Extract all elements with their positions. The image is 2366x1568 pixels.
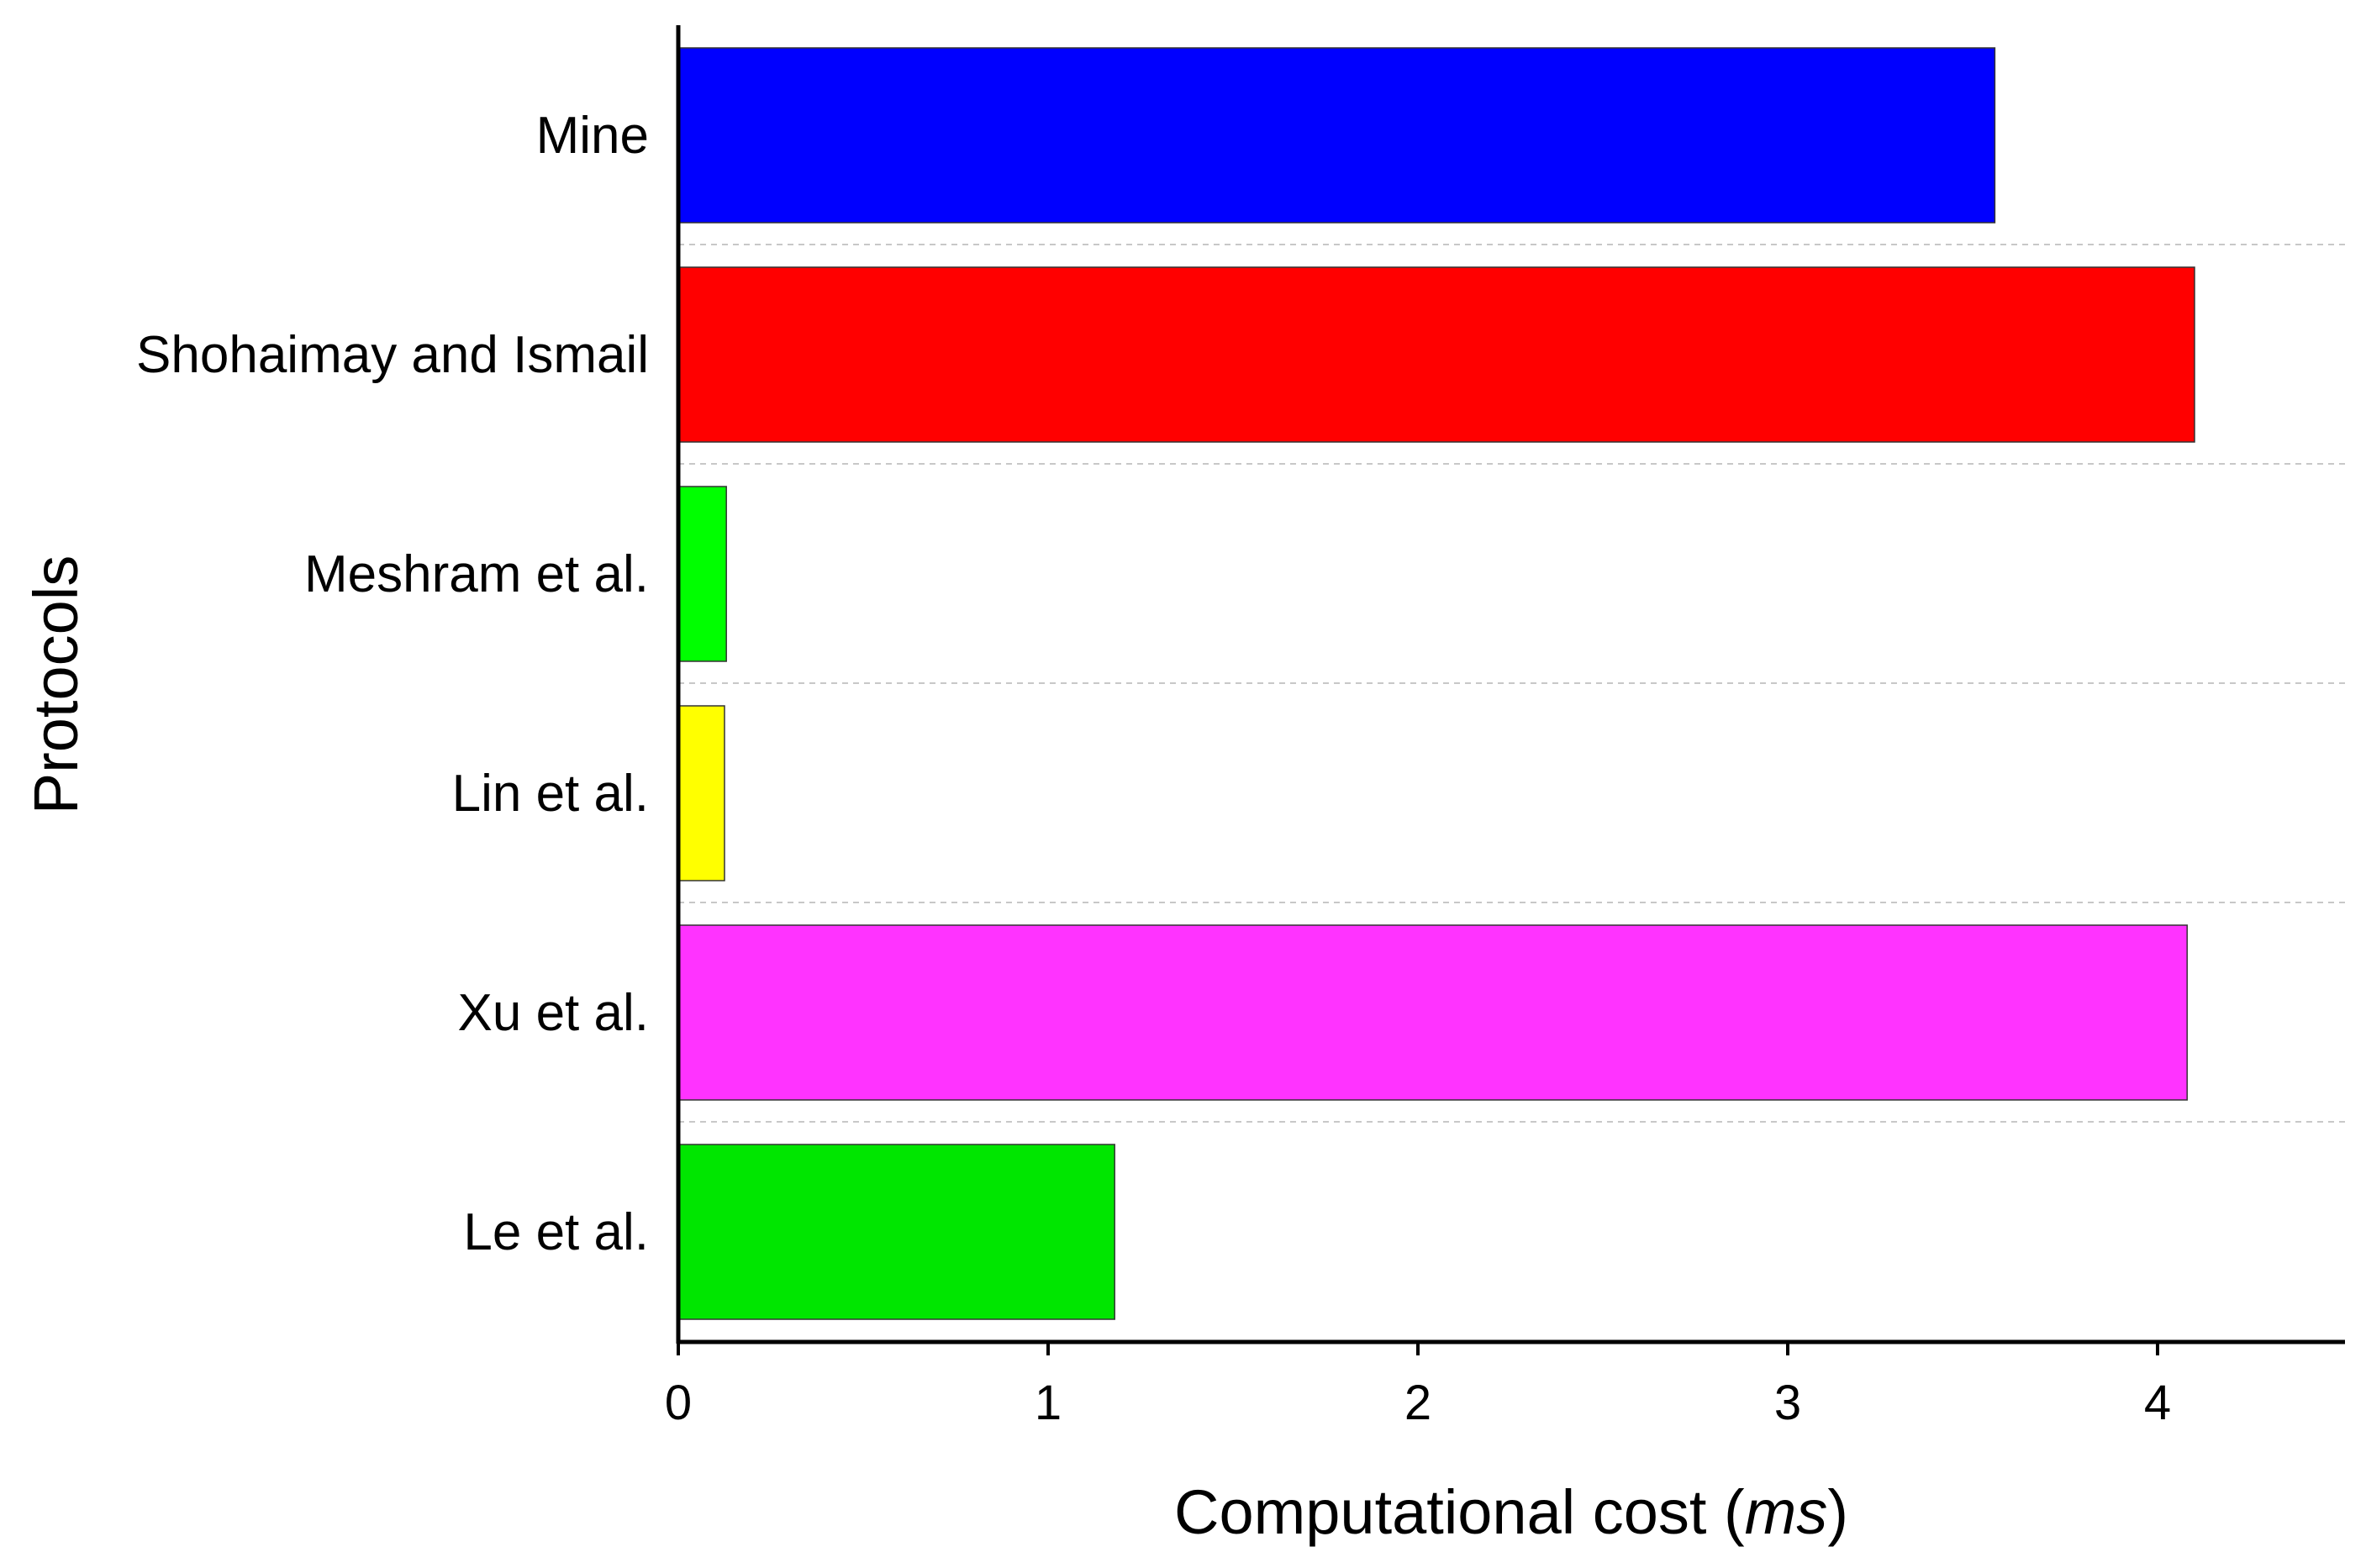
bar	[677, 1144, 1115, 1320]
x-tick-label: 4	[2144, 1376, 2171, 1430]
category-label: Le et al.	[463, 1203, 649, 1261]
x-tick-label: 3	[1774, 1376, 1801, 1430]
category-label: Shohaimay and Ismail	[136, 326, 649, 384]
bar	[677, 266, 2195, 443]
x-axis-title-text: Computational cost	[1174, 1477, 1707, 1547]
bar	[677, 705, 725, 881]
category-label: Mine	[536, 107, 649, 165]
x-ticks: 0 1 2 3 4	[665, 1342, 2171, 1430]
x-axis-title-close-paren: )	[1827, 1477, 1848, 1547]
x-tick-label: 2	[1404, 1376, 1431, 1430]
y-axis-title: Protocols	[21, 555, 91, 814]
x-tick-label: 0	[665, 1376, 692, 1430]
bar	[677, 486, 727, 662]
x-tick-label: 1	[1035, 1376, 1062, 1430]
category-labels: Mine Shohaimay and Ismail Meshram et al. Li…	[136, 107, 649, 1261]
bar-layer	[677, 47, 2195, 1320]
bar	[677, 924, 2188, 1101]
category-label: Xu et al.	[458, 984, 649, 1042]
x-axis-title-open-paren: (	[1706, 1477, 1745, 1547]
grid-layer	[678, 244, 2345, 1123]
bar	[677, 47, 1996, 224]
category-label: Lin et al.	[452, 765, 649, 823]
x-axis-title-unit: ms	[1745, 1477, 1828, 1547]
x-axis-title: Computational cost (ms)	[1174, 1477, 1848, 1547]
category-label: Meshram et al.	[304, 545, 649, 603]
